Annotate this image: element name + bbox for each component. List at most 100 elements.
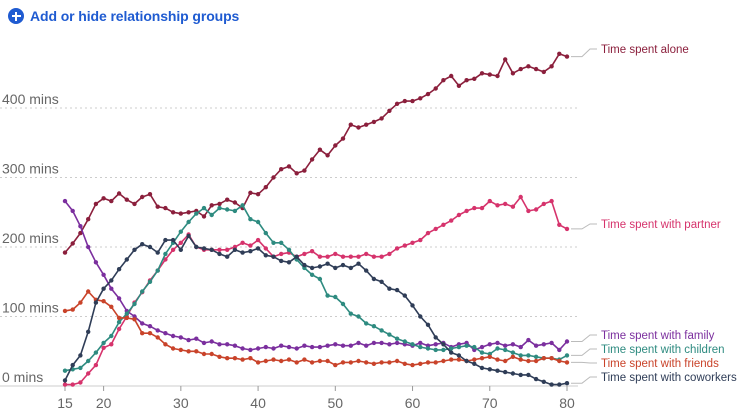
data-point[interactable] <box>557 382 562 387</box>
data-point[interactable] <box>93 201 99 207</box>
data-point[interactable] <box>170 333 176 339</box>
data-point[interactable] <box>564 54 570 59</box>
data-point[interactable] <box>449 218 454 223</box>
data-point[interactable] <box>402 293 407 298</box>
data-point[interactable] <box>201 340 207 346</box>
data-point[interactable] <box>364 360 369 365</box>
data-point[interactable] <box>186 233 191 239</box>
data-point[interactable] <box>286 357 292 362</box>
data-point[interactable] <box>109 333 114 339</box>
data-point[interactable] <box>541 342 546 347</box>
data-point[interactable] <box>294 346 299 351</box>
data-point[interactable] <box>225 356 230 361</box>
data-point[interactable] <box>340 301 346 307</box>
data-point[interactable] <box>356 261 361 266</box>
data-point[interactable] <box>479 365 485 371</box>
data-point[interactable] <box>232 208 238 214</box>
data-point[interactable] <box>456 357 462 362</box>
data-point[interactable] <box>147 331 153 336</box>
data-point[interactable] <box>510 71 516 76</box>
data-point[interactable] <box>263 344 268 350</box>
data-point[interactable] <box>309 272 315 277</box>
data-point[interactable] <box>533 343 539 348</box>
data-point[interactable] <box>309 360 315 365</box>
data-point[interactable] <box>449 357 454 362</box>
data-point[interactable] <box>70 362 75 368</box>
data-point[interactable] <box>557 347 562 353</box>
data-point[interactable] <box>394 340 400 346</box>
data-point[interactable] <box>487 367 492 372</box>
data-point[interactable] <box>271 175 276 180</box>
data-point[interactable] <box>402 98 407 104</box>
data-point[interactable] <box>132 201 137 207</box>
data-point[interactable] <box>302 168 307 173</box>
data-point[interactable] <box>217 201 222 207</box>
data-point[interactable] <box>479 344 485 350</box>
data-point[interactable] <box>155 204 160 209</box>
data-point[interactable] <box>78 353 83 358</box>
data-point[interactable] <box>418 96 423 101</box>
data-point[interactable] <box>209 212 214 218</box>
data-point[interactable] <box>217 354 222 359</box>
data-point[interactable] <box>116 319 122 325</box>
data-point[interactable] <box>217 342 222 347</box>
data-point[interactable] <box>86 329 91 334</box>
data-point[interactable] <box>147 279 153 284</box>
data-point[interactable] <box>186 337 191 343</box>
data-point[interactable] <box>140 289 145 294</box>
data-point[interactable] <box>518 194 523 200</box>
data-point[interactable] <box>340 254 346 259</box>
data-point[interactable] <box>248 249 253 254</box>
data-point[interactable] <box>456 212 462 218</box>
data-point[interactable] <box>472 205 477 211</box>
data-point[interactable] <box>510 371 516 376</box>
data-point[interactable] <box>510 350 516 355</box>
data-point[interactable] <box>225 247 230 252</box>
data-point[interactable] <box>279 251 284 257</box>
data-point[interactable] <box>271 254 276 259</box>
data-point[interactable] <box>225 207 230 212</box>
data-point[interactable] <box>62 250 68 255</box>
data-point[interactable] <box>124 315 129 321</box>
data-point[interactable] <box>533 66 539 72</box>
data-point[interactable] <box>86 217 91 222</box>
data-point[interactable] <box>93 260 99 265</box>
data-point[interactable] <box>232 247 238 252</box>
data-point[interactable] <box>433 347 438 353</box>
data-point[interactable] <box>194 211 199 216</box>
data-point[interactable] <box>279 343 284 348</box>
data-point[interactable] <box>526 358 531 364</box>
data-point[interactable] <box>348 122 353 127</box>
data-point[interactable] <box>449 350 454 355</box>
data-point[interactable] <box>472 357 477 362</box>
data-point[interactable] <box>364 321 369 326</box>
data-point[interactable] <box>279 358 284 364</box>
data-point[interactable] <box>271 346 276 351</box>
data-point[interactable] <box>503 201 508 207</box>
data-point[interactable] <box>348 360 353 365</box>
data-point[interactable] <box>170 237 176 243</box>
data-point[interactable] <box>526 64 531 69</box>
data-point[interactable] <box>255 237 261 243</box>
data-point[interactable] <box>503 347 508 353</box>
data-point[interactable] <box>232 200 238 205</box>
data-point[interactable] <box>557 51 562 56</box>
data-point[interactable] <box>472 76 477 82</box>
data-point[interactable] <box>70 382 75 387</box>
data-point[interactable] <box>62 198 68 204</box>
data-point[interactable] <box>533 358 539 364</box>
data-point[interactable] <box>317 147 323 152</box>
data-point[interactable] <box>526 337 531 343</box>
data-point[interactable] <box>387 108 392 114</box>
data-point[interactable] <box>456 344 462 350</box>
data-point[interactable] <box>93 362 99 368</box>
data-point[interactable] <box>348 311 353 316</box>
data-point[interactable] <box>364 343 369 348</box>
data-point[interactable] <box>101 196 106 201</box>
data-point[interactable] <box>503 358 508 364</box>
data-point[interactable] <box>209 339 214 344</box>
data-point[interactable] <box>541 201 546 207</box>
data-point[interactable] <box>147 192 153 197</box>
data-point[interactable] <box>178 335 183 340</box>
data-point[interactable] <box>557 222 562 227</box>
